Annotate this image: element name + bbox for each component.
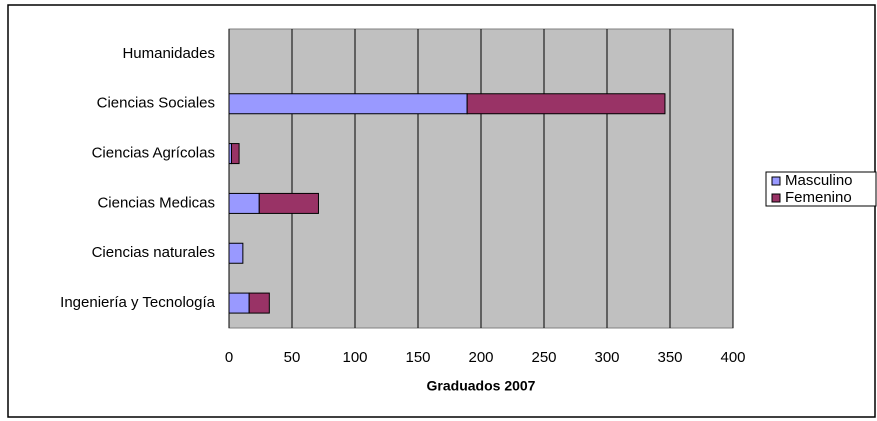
x-tick-label: 350 — [657, 349, 682, 366]
bar — [228, 192, 260, 214]
y-tick-label: Ciencias naturales — [92, 244, 215, 261]
legend-label: Masculino — [785, 172, 853, 189]
legend — [765, 171, 877, 207]
y-tick-label: Ingeniería y Tecnología — [60, 294, 215, 311]
bar — [248, 292, 270, 314]
y-tick-label: Ciencias Agrícolas — [92, 145, 215, 162]
x-axis-label: Graduados 2007 — [427, 378, 536, 394]
x-tick-label: 0 — [225, 349, 233, 366]
x-tick-label: 300 — [594, 349, 619, 366]
x-tick-label: 50 — [284, 349, 301, 366]
y-tick-label: Ciencias Medicas — [97, 194, 215, 211]
bar — [258, 192, 319, 214]
legend-swatch — [771, 176, 781, 186]
x-tick-label: 200 — [468, 349, 493, 366]
y-tick-label: Ciencias Sociales — [97, 95, 215, 112]
bar — [231, 143, 240, 165]
bar — [466, 93, 666, 115]
bar — [228, 93, 468, 115]
legend-swatch — [771, 193, 781, 203]
x-tick-label: 250 — [531, 349, 556, 366]
x-tick-label: 100 — [342, 349, 367, 366]
bar — [228, 292, 250, 314]
x-tick-label: 150 — [405, 349, 430, 366]
legend-label: Femenino — [785, 189, 852, 206]
bar — [228, 242, 244, 264]
y-tick-label: Humanidades — [122, 45, 215, 62]
x-tick-label: 400 — [720, 349, 745, 366]
